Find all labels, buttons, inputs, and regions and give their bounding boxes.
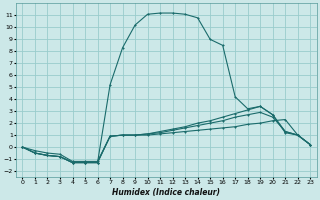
X-axis label: Humidex (Indice chaleur): Humidex (Indice chaleur) xyxy=(112,188,220,197)
